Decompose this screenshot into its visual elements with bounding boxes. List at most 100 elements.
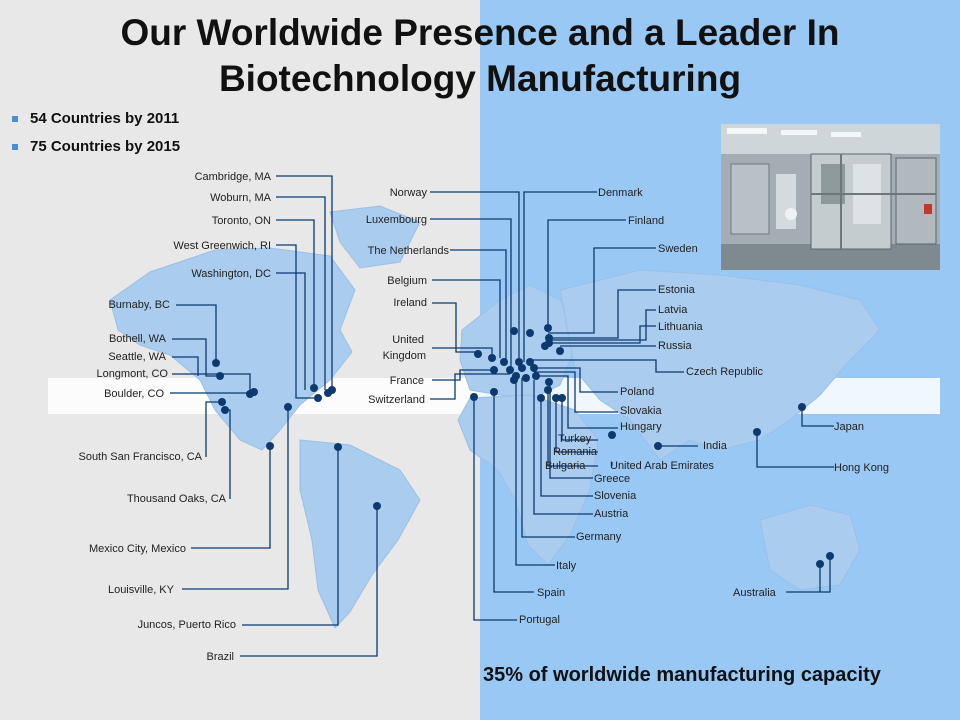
- label-cambridge: Cambridge, MA: [195, 171, 272, 183]
- label-bothell: Bothell, WA: [109, 333, 167, 345]
- marker-ireland[interactable]: [474, 350, 482, 358]
- label-japan: Japan: [834, 421, 864, 433]
- label-juncos: Juncos, Puerto Rico: [138, 619, 236, 631]
- label-estonia: Estonia: [658, 284, 696, 296]
- bullet-2011: 54 Countries by 2011: [12, 108, 180, 136]
- label-woburn: Woburn, MA: [210, 192, 272, 204]
- label-seattle: Seattle, WA: [108, 351, 166, 363]
- title-line-1: Our Worldwide Presence and a Leader In: [120, 12, 840, 53]
- label-mexico-city: Mexico City, Mexico: [89, 543, 186, 555]
- label-portugal: Portugal: [519, 614, 560, 626]
- marker-hungary[interactable]: [545, 378, 553, 386]
- australia-land: [759, 504, 861, 591]
- label-thousand-oaks: Thousand Oaks, CA: [127, 493, 227, 505]
- label-russia: Russia: [658, 340, 693, 352]
- marker-juncos[interactable]: [334, 443, 342, 451]
- label-longmont: Longmont, CO: [96, 368, 168, 380]
- marker-germany[interactable]: [518, 364, 526, 372]
- label-uae: United Arab Emirates: [610, 460, 714, 472]
- label-italy: Italy: [556, 560, 577, 572]
- bullet-list: 54 Countries by 2011 75 Countries by 201…: [12, 108, 180, 164]
- marker-west-greenwich[interactable]: [314, 394, 322, 402]
- marker-japan[interactable]: [798, 403, 806, 411]
- page-title: Our Worldwide Presence and a Leader In B…: [0, 10, 960, 102]
- marker-woburn[interactable]: [324, 389, 332, 397]
- marker-netherlands[interactable]: [500, 358, 508, 366]
- label-finland: Finland: [628, 215, 664, 227]
- label-slovenia: Slovenia: [594, 490, 637, 502]
- marker-uae[interactable]: [608, 431, 616, 439]
- marker-romania[interactable]: [544, 386, 552, 394]
- label-luxembourg: Luxembourg: [366, 214, 427, 226]
- label-south-san-francisco: South San Francisco, CA: [78, 451, 202, 463]
- marker-austria[interactable]: [522, 374, 530, 382]
- marker-finland[interactable]: [544, 324, 552, 332]
- label-turkey: Turkey: [558, 433, 592, 445]
- marker-sweden[interactable]: [526, 329, 534, 337]
- marker-slovakia[interactable]: [532, 372, 540, 380]
- label-washington: Washington, DC: [191, 268, 271, 280]
- label-sweden: Sweden: [658, 243, 698, 255]
- label-germany: Germany: [576, 531, 622, 543]
- label-france: France: [390, 375, 424, 387]
- south-america-land: [299, 439, 421, 629]
- marker-louisville[interactable]: [284, 403, 292, 411]
- capacity-caption: 35% of worldwide manufacturing capacity: [483, 664, 881, 686]
- marker-france[interactable]: [490, 366, 498, 374]
- marker-poland[interactable]: [526, 358, 534, 366]
- marker-czech-republic[interactable]: [530, 364, 538, 372]
- label-latvia: Latvia: [658, 304, 688, 316]
- marker-bulgaria[interactable]: [552, 394, 560, 402]
- marker-boulder[interactable]: [250, 388, 258, 396]
- marker-australia-2[interactable]: [816, 560, 824, 568]
- label-united: United: [392, 334, 424, 346]
- north-america-land: [109, 247, 356, 451]
- marker-hong-kong[interactable]: [753, 428, 761, 436]
- marker-bothell[interactable]: [216, 372, 224, 380]
- label-switzerland: Switzerland: [368, 394, 425, 406]
- bioreactor-facility-photo: [721, 124, 940, 270]
- marker-norway[interactable]: [510, 327, 518, 335]
- marker-mexico-city[interactable]: [266, 442, 274, 450]
- label-norway: Norway: [390, 187, 428, 199]
- label-australia: Australia: [733, 587, 777, 599]
- marker-australia-1[interactable]: [826, 552, 834, 560]
- marker-lithuania[interactable]: [541, 342, 549, 350]
- marker-portugal[interactable]: [470, 393, 478, 401]
- marker-toronto[interactable]: [310, 384, 318, 392]
- label-burnaby: Burnaby, BC: [108, 299, 170, 311]
- title-line-2: Biotechnology Manufacturing: [218, 58, 742, 99]
- marker-united-kingdom[interactable]: [488, 354, 496, 362]
- label-louisville: Louisville, KY: [108, 584, 175, 596]
- bullet-2015: 75 Countries by 2015: [12, 136, 180, 164]
- label-ireland: Ireland: [393, 297, 427, 309]
- label-greece: Greece: [594, 473, 630, 485]
- label-brazil: Brazil: [206, 651, 234, 663]
- label-kingdom: Kingdom: [383, 350, 426, 362]
- marker-belgium[interactable]: [506, 366, 514, 374]
- label-bulgaria: Bulgaria: [545, 460, 586, 472]
- label-toronto: Toronto, ON: [212, 215, 271, 227]
- marker-south-san-francisco[interactable]: [218, 398, 226, 406]
- marker-burnaby[interactable]: [212, 359, 220, 367]
- marker-india[interactable]: [654, 442, 662, 450]
- label-poland: Poland: [620, 386, 654, 398]
- label-belgium: Belgium: [387, 275, 427, 287]
- label-hong-kong: Hong Kong: [834, 462, 889, 474]
- marker-greece[interactable]: [558, 394, 566, 402]
- marker-denmark[interactable]: [515, 358, 523, 366]
- label-netherlands: The Netherlands: [368, 245, 450, 257]
- marker-italy[interactable]: [537, 394, 545, 402]
- marker-spain[interactable]: [490, 388, 498, 396]
- label-slovakia: Slovakia: [620, 405, 662, 417]
- asia-land: [559, 269, 881, 461]
- label-spain: Spain: [537, 587, 565, 599]
- marker-brazil[interactable]: [373, 502, 381, 510]
- marker-thousand-oaks[interactable]: [221, 406, 229, 414]
- label-romania: Romania: [553, 446, 598, 458]
- marker-switzerland[interactable]: [510, 376, 518, 384]
- label-west-greenwich: West Greenwich, RI: [173, 240, 271, 252]
- label-hungary: Hungary: [620, 421, 662, 433]
- marker-russia[interactable]: [556, 347, 564, 355]
